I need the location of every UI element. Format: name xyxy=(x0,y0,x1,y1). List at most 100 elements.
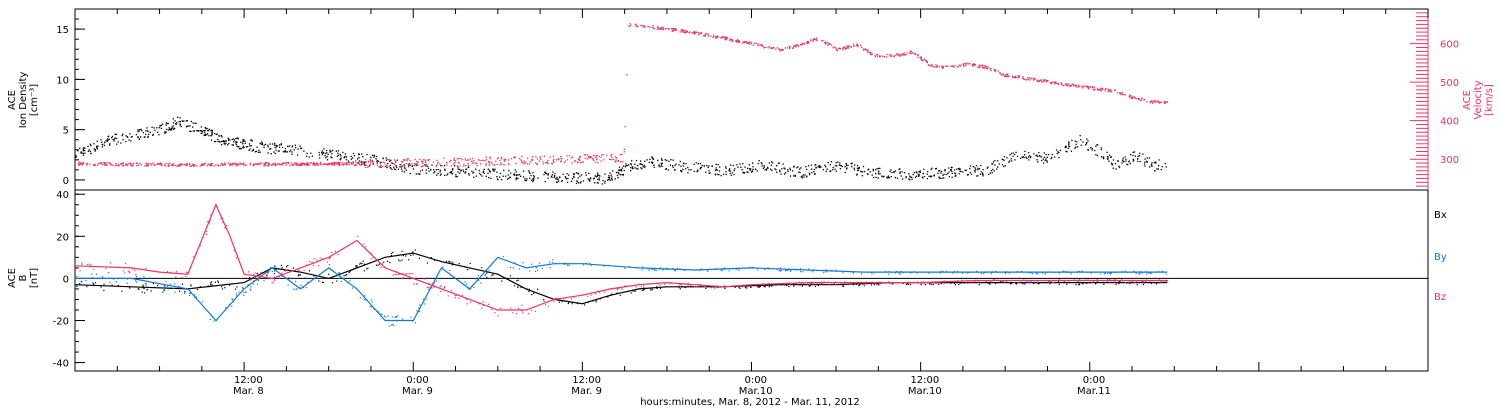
velocity-point xyxy=(1088,87,1090,89)
series-point xyxy=(497,315,499,317)
density-point xyxy=(720,174,722,177)
density-point xyxy=(245,146,248,148)
series-point xyxy=(1089,282,1091,284)
density-point xyxy=(808,172,811,174)
density-point xyxy=(88,149,90,151)
velocity-point xyxy=(966,63,968,65)
density-point xyxy=(1111,164,1113,166)
series-point xyxy=(983,273,985,275)
density-point xyxy=(866,173,869,175)
series-point xyxy=(922,281,925,283)
density-point xyxy=(1144,165,1146,167)
density-point xyxy=(918,175,920,178)
series-point xyxy=(378,263,381,265)
series-point xyxy=(422,298,424,300)
density-point xyxy=(641,164,643,166)
series-point xyxy=(1130,271,1133,273)
velocity-point xyxy=(869,51,872,54)
density-point xyxy=(657,159,659,162)
series-point xyxy=(876,284,878,286)
series-point xyxy=(137,288,139,290)
density-point xyxy=(274,142,276,145)
density-point xyxy=(732,164,734,167)
density-point xyxy=(637,168,639,170)
density-point xyxy=(508,177,510,179)
density-point xyxy=(526,178,528,180)
density-point xyxy=(776,171,778,174)
velocity-point xyxy=(683,31,685,33)
velocity-point xyxy=(637,25,639,27)
density-point xyxy=(287,145,289,148)
series-point xyxy=(275,269,277,271)
velocity-point xyxy=(1099,89,1102,91)
density-point xyxy=(1001,163,1004,166)
series-point xyxy=(408,259,410,261)
series-point xyxy=(343,275,346,277)
density-point xyxy=(814,173,816,176)
density-point xyxy=(594,175,596,177)
density-point xyxy=(725,173,727,176)
velocity-point xyxy=(177,165,179,167)
velocity-point xyxy=(652,25,654,27)
series-point xyxy=(555,262,557,265)
density-point xyxy=(725,171,727,173)
density-point xyxy=(203,129,205,132)
density-point xyxy=(1009,154,1011,156)
velocity-point xyxy=(115,164,118,166)
density-point xyxy=(757,162,759,165)
density-point xyxy=(629,170,632,172)
density-point xyxy=(121,134,123,137)
density-point xyxy=(93,143,95,145)
density-point xyxy=(391,162,393,164)
density-point xyxy=(671,165,674,167)
series-point xyxy=(169,287,172,289)
density-point xyxy=(909,179,911,181)
velocity-point xyxy=(681,29,683,32)
density-point xyxy=(682,168,684,170)
density-point xyxy=(896,177,899,179)
density-point xyxy=(977,169,979,171)
series-point xyxy=(1017,281,1019,284)
series-point xyxy=(1142,283,1145,286)
velocity-point xyxy=(520,159,522,161)
density-point xyxy=(130,140,132,142)
density-point xyxy=(987,166,989,168)
velocity-point xyxy=(1023,78,1025,80)
series-point xyxy=(141,278,144,280)
series-point xyxy=(1162,281,1164,283)
density-point xyxy=(854,164,856,166)
series-point xyxy=(965,282,967,284)
series-point xyxy=(744,286,747,288)
density-point xyxy=(350,155,352,158)
velocity-point xyxy=(1140,99,1142,102)
density-point xyxy=(596,174,599,176)
density-point xyxy=(717,164,719,166)
velocity-point xyxy=(994,70,996,72)
density-point xyxy=(561,179,564,182)
density-point xyxy=(1070,150,1073,152)
velocity-point xyxy=(496,158,499,160)
density-point xyxy=(193,130,196,132)
series-point xyxy=(758,286,760,288)
velocity-point xyxy=(725,38,727,40)
density-point xyxy=(824,164,826,167)
density-point xyxy=(772,162,774,164)
series-point xyxy=(842,272,844,274)
series-point xyxy=(469,288,472,290)
series-point xyxy=(482,301,484,303)
series-point xyxy=(211,316,213,318)
series-point xyxy=(386,260,389,262)
series-point xyxy=(522,312,524,314)
velocity-point xyxy=(219,164,222,166)
series-point xyxy=(938,283,940,286)
series-point xyxy=(363,243,365,245)
density-point xyxy=(846,167,848,169)
velocity-point xyxy=(286,161,289,164)
density-point xyxy=(750,171,753,173)
density-point xyxy=(947,167,950,169)
series-point xyxy=(1109,278,1111,281)
velocity-point xyxy=(837,47,840,50)
density-point xyxy=(261,141,263,143)
series-point xyxy=(799,284,801,286)
density-point xyxy=(221,136,223,138)
